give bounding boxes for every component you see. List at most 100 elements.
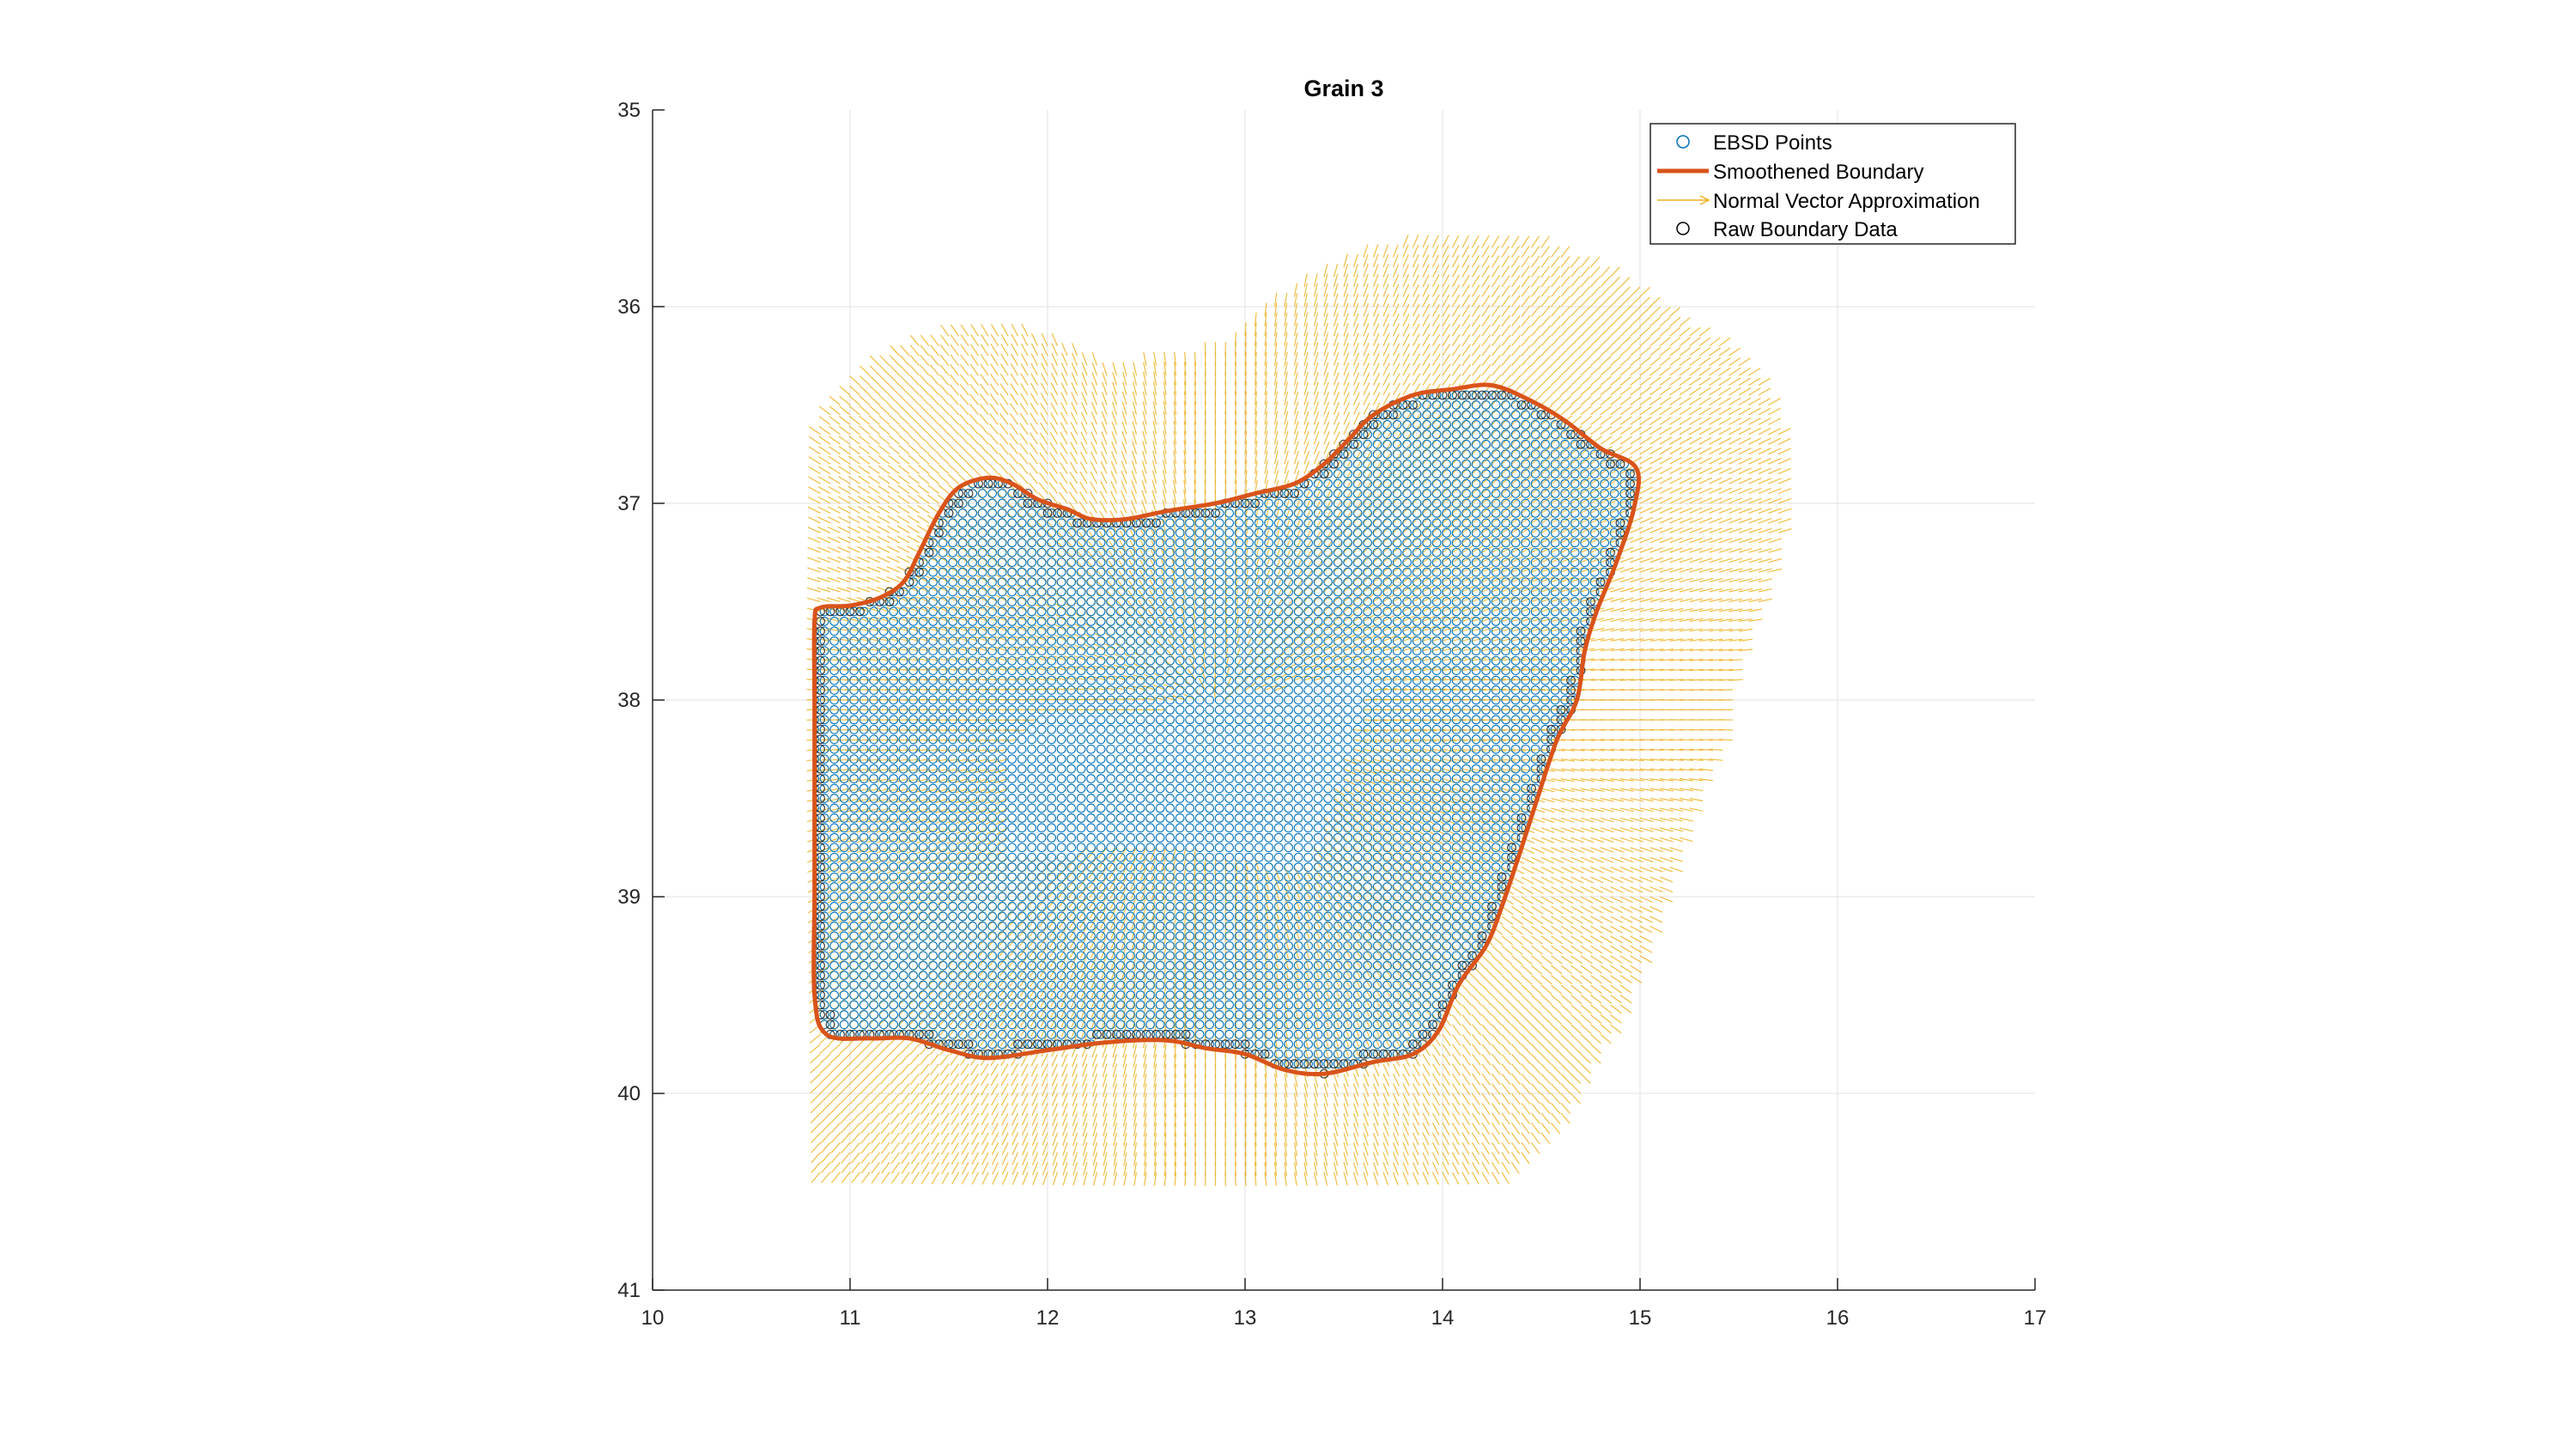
normal-vector [1333,431,1340,445]
normal-vector [1560,315,1571,327]
normal-vector [1151,490,1157,504]
normal-vector [1511,314,1521,327]
normal-vector [1363,362,1370,376]
normal-vector [1284,460,1289,474]
normal-vector [1481,454,1493,465]
normal-vector [1461,274,1470,288]
normal-vector [1303,450,1309,465]
normal-vector [1669,496,1683,504]
normal-vector [1659,417,1672,425]
normal-vector [1481,295,1491,307]
normal-vector [1019,412,1029,425]
normal-vector [1110,480,1118,494]
normal-vector [1560,256,1571,268]
normal-vector [1412,234,1419,248]
normal-vector [1738,357,1751,367]
normal-vector [1709,367,1722,376]
normal-vector [1580,306,1591,317]
normal-vector [1102,392,1108,405]
normal-vector [827,506,841,514]
normal-vector [1153,362,1157,376]
normal-vector [1709,467,1722,475]
normal-vector [927,504,939,514]
normal-vector [1019,423,1029,435]
normal-vector [1639,336,1651,347]
normal-vector [908,484,920,494]
normal-vector [1183,371,1187,386]
normal-vector [1040,402,1048,416]
normal-vector [1020,353,1029,366]
normal-vector [1510,245,1520,259]
normal-vector [1580,416,1593,425]
normal-vector [1590,425,1602,435]
normal-vector [1659,316,1671,327]
normal-vector [1610,426,1623,435]
normal-vector [1122,381,1127,396]
normal-vector [1758,458,1771,465]
normal-vector [1120,500,1127,514]
normal-vector [1738,457,1752,465]
normal-vector [889,405,900,416]
normal-vector [1649,346,1662,356]
normal-vector [1264,351,1267,366]
normal-vector [1422,363,1431,376]
normal-vector [890,355,900,367]
normal-vector [1777,497,1792,504]
normal-vector [1531,315,1541,327]
normal-vector [1303,460,1310,474]
normal-vector [1669,477,1683,484]
normal-vector [1422,314,1431,327]
normal-vector [1630,426,1643,435]
normal-vector [1451,284,1461,297]
normal-vector [958,434,969,445]
normal-vector [1048,472,1058,484]
normal-vector [909,364,920,376]
normal-vector [1630,416,1643,425]
normal-vector [1313,421,1320,435]
normal-vector [968,463,979,475]
normal-vector [1183,391,1187,405]
normal-vector [917,495,930,504]
normal-vector [908,394,920,405]
normal-vector [1571,345,1582,356]
normal-vector [1254,362,1257,376]
normal-vector [1431,284,1440,297]
normal-vector [1481,314,1491,327]
normal-vector [998,463,1009,474]
normal-vector [1630,356,1642,367]
normal-vector [909,344,920,356]
normal-vector [1748,377,1761,387]
normal-vector [1748,427,1762,435]
normal-vector [1619,446,1632,455]
normal-vector [1669,387,1682,396]
normal-vector [1060,452,1068,465]
normal-vector [980,383,989,396]
normal-vector [1018,502,1029,514]
normal-vector [1273,351,1278,366]
normal-vector [1709,497,1722,504]
normal-vector [1000,333,1009,347]
normal-vector [1748,448,1762,455]
normal-vector [1303,342,1309,356]
normal-vector [897,495,910,504]
normal-vector [1029,442,1038,455]
normal-vector [930,344,939,356]
normal-vector [1323,313,1328,327]
normal-vector [1689,377,1702,387]
normal-vector [1728,437,1742,445]
normal-vector [1109,490,1118,504]
normal-vector [869,395,880,405]
normal-vector [1422,353,1431,367]
normal-vector [1669,466,1683,475]
normal-vector [927,494,939,504]
normal-vector [1194,400,1197,415]
normal-vector [1121,480,1127,494]
normal-vector [1560,385,1572,396]
normal-vector [1451,254,1460,268]
normal-vector [1323,421,1330,435]
normal-vector [1343,313,1349,327]
normal-vector [1264,440,1268,454]
normal-vector [1333,264,1339,277]
normal-vector [998,483,1009,494]
normal-vector [1333,352,1340,366]
